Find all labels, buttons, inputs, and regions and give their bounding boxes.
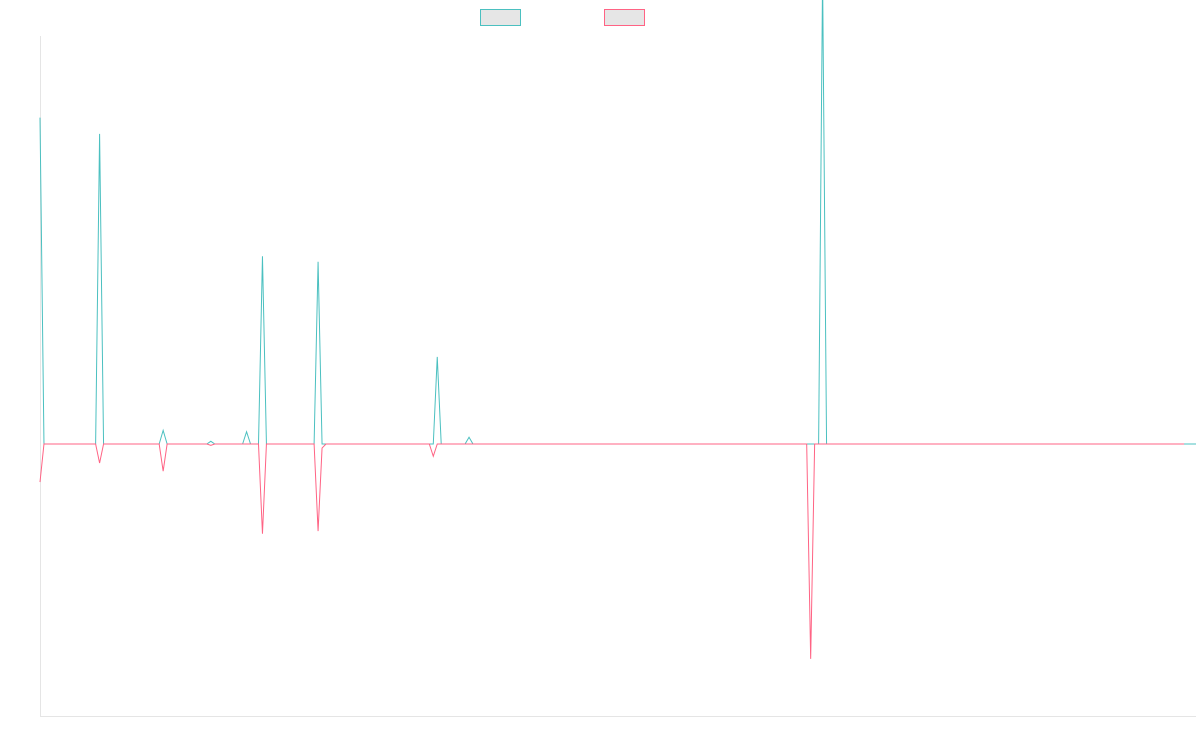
legend-item-1[interactable] bbox=[480, 9, 521, 26]
axes bbox=[40, 36, 1196, 717]
series-2 bbox=[39, 443, 1185, 659]
legend bbox=[480, 9, 645, 26]
legend-item-2[interactable] bbox=[604, 9, 645, 26]
series-1-line bbox=[39, 0, 1196, 445]
legend-swatch-1 bbox=[480, 9, 521, 26]
series-layer bbox=[39, 0, 1196, 659]
series-2-line bbox=[39, 443, 1185, 659]
series-1 bbox=[39, 0, 1196, 445]
legend-swatch-2 bbox=[604, 9, 645, 26]
